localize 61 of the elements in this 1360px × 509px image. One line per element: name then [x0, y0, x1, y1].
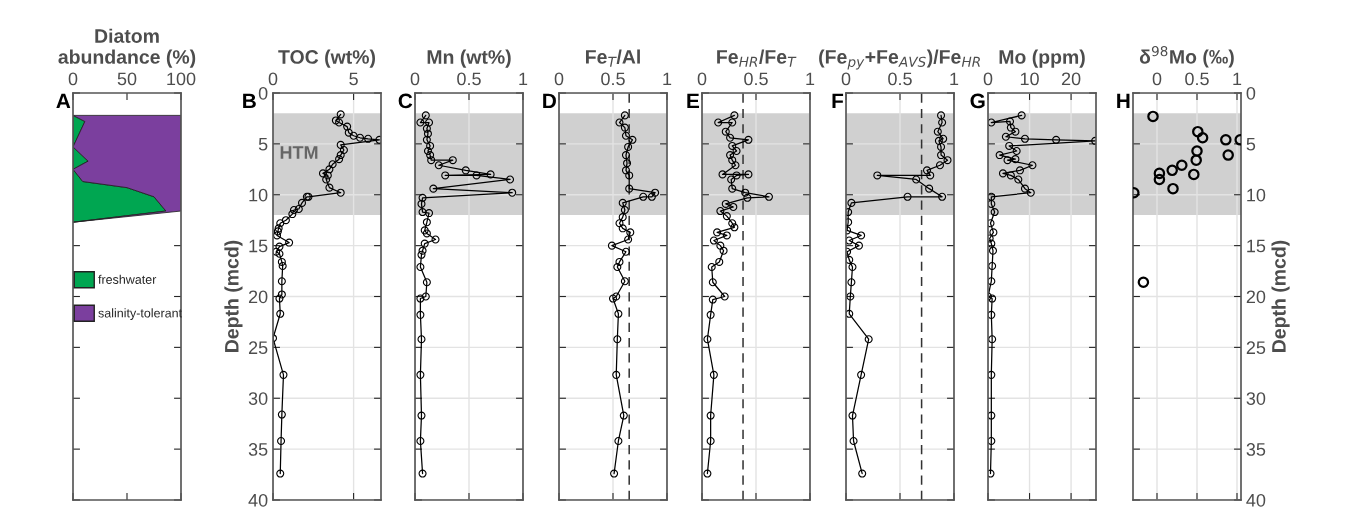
x-tick-label: 50	[117, 72, 137, 86]
x-tick-label: 20	[1061, 72, 1081, 86]
x-tick-label: 0.5	[601, 72, 625, 86]
x-tick-label: 100	[167, 72, 196, 86]
x-tick-label: 10	[1020, 72, 1039, 86]
x-tick-label: 5	[349, 72, 358, 86]
x-tick-label: 0	[268, 72, 278, 86]
x-axis-title: Diatom abundance (%)	[58, 28, 196, 68]
x-axis-title: TOC (wt%)	[278, 49, 376, 68]
x-tick-label: 0	[410, 72, 420, 86]
x-tick-label: 0.5	[744, 72, 768, 86]
text: G	[970, 93, 985, 109]
text: F	[832, 93, 844, 109]
x-tick-label: 0	[697, 72, 707, 86]
y-tick-label: 40	[248, 493, 268, 507]
y-tick-label: 15	[249, 239, 268, 253]
x-tick-label: 0.5	[457, 72, 481, 86]
y-axis-title: Depth (mcd)	[224, 240, 243, 352]
y-axis-title: Depth (mcd)	[1271, 240, 1290, 352]
x-tick-label: 0	[68, 72, 78, 86]
y-tick-label: 25	[1246, 341, 1266, 355]
x-axis-title: Mo (ppm)	[999, 49, 1085, 68]
y-tick-label: 0	[258, 86, 268, 100]
text: B	[243, 93, 256, 109]
text: D	[543, 93, 556, 109]
x-tick-label: 1	[806, 72, 815, 86]
legend-label: freshwater	[98, 274, 157, 284]
y-tick-label: 5	[1246, 138, 1256, 151]
x-tick-label: 0	[1152, 72, 1162, 86]
y-tick-label: 35	[1246, 443, 1266, 456]
x-axis-title: Mn (wt%)	[427, 49, 511, 68]
y-tick-label: 30	[1246, 392, 1266, 405]
x-axis-title: δ$^{98}$Mo (‰)	[1139, 45, 1234, 68]
x-tick-label: 1	[519, 72, 528, 86]
y-tick-label: 10	[1247, 188, 1266, 202]
band-label: HTM	[280, 146, 318, 159]
y-tick-label: 5	[258, 138, 268, 151]
y-tick-label: 20	[248, 290, 268, 304]
y-tick-label: 35	[248, 443, 268, 456]
x-axis-title: Fe$_{HR}$/Fe$_{T}$	[717, 49, 797, 67]
x-tick-label: 0.5	[1185, 72, 1209, 86]
x-tick-label: 1	[1233, 72, 1242, 86]
y-tick-label: 20	[1246, 290, 1266, 304]
y-tick-label: 25	[248, 341, 268, 355]
x-tick-label: 0	[554, 72, 564, 86]
x-tick-label: 0	[983, 72, 993, 86]
text: H	[1117, 93, 1130, 109]
y-tick-label: 30	[248, 392, 268, 405]
y-tick-label: 15	[1247, 239, 1266, 253]
y-tick-label: 0	[1246, 86, 1256, 100]
y-tick-label: 40	[1246, 493, 1266, 507]
x-tick-label: 1	[950, 72, 959, 86]
x-tick-label: 1	[663, 72, 672, 86]
x-axis-title: Fe$_{T}$/Al	[586, 49, 640, 67]
text: C	[398, 93, 413, 109]
text: E	[687, 93, 700, 109]
text: A	[56, 93, 71, 109]
x-tick-label: 0.5	[888, 72, 912, 86]
y-tick-label: 10	[249, 188, 268, 202]
x-axis-title: (Fe$_{py}$+Fe$_{AVS}$)/Fe$_{HR}$	[819, 49, 980, 70]
x-tick-label: 0	[841, 72, 851, 86]
